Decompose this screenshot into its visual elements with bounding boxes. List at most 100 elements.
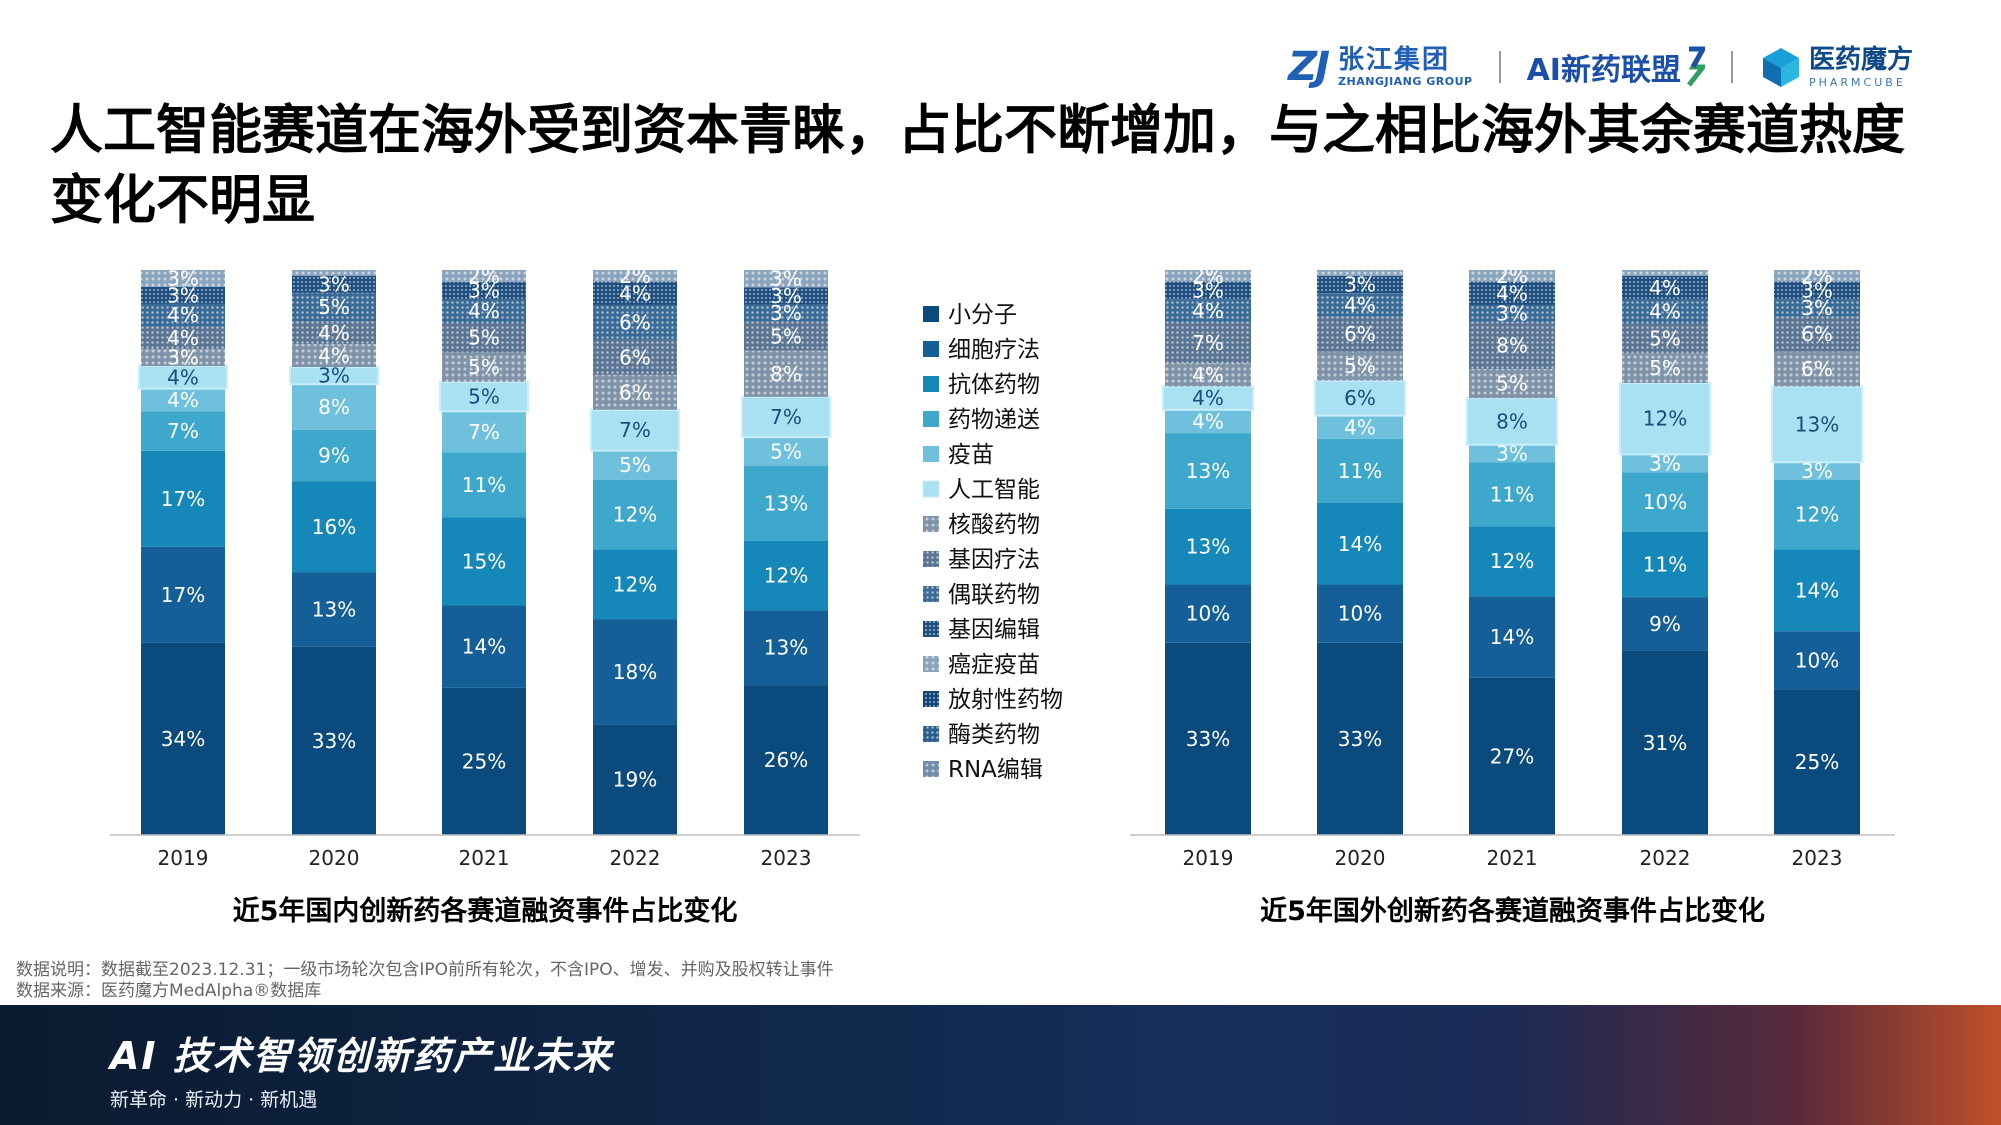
- data-label: 4%: [318, 344, 350, 368]
- bar-segment: [442, 411, 526, 453]
- data-label: 6%: [1344, 322, 1376, 346]
- banner-title: AI 技术智领创新药产业未来: [110, 1034, 613, 1078]
- bar-segment: [1469, 270, 1555, 282]
- data-label: 2%: [619, 264, 651, 288]
- legend-label: 癌症疫苗: [948, 652, 1040, 678]
- data-label: 8%: [770, 362, 802, 386]
- bar-segment: [442, 352, 526, 382]
- legend-label: 核酸药物: [948, 512, 1040, 538]
- bar-segment: [141, 411, 225, 451]
- zhangjiang-logo-mark: ZJ: [1288, 44, 1330, 90]
- legend-swatch: [923, 376, 939, 392]
- bar-segment: [292, 481, 376, 573]
- data-label: 14%: [1490, 625, 1534, 649]
- data-label: 13%: [1795, 412, 1839, 436]
- bar-segment: [1317, 270, 1403, 276]
- data-label: 12%: [1643, 407, 1687, 431]
- data-label: 5%: [770, 324, 802, 348]
- bar-segment: [1622, 323, 1708, 354]
- legend-swatch: [923, 411, 939, 427]
- data-label: 9%: [1649, 612, 1681, 636]
- data-label: 8%: [318, 395, 350, 419]
- data-label: 4%: [1344, 293, 1376, 317]
- bar-segment: [442, 270, 526, 282]
- bar-segment: [593, 270, 677, 282]
- logo-divider: [1730, 51, 1733, 83]
- legend-swatch: [922, 480, 940, 498]
- data-label: 2%: [1192, 264, 1224, 288]
- bar-segment: [1469, 526, 1555, 597]
- x-tick-label: 2023: [1792, 846, 1843, 870]
- data-label: 5%: [1496, 372, 1528, 396]
- bar-segment: [1622, 531, 1708, 598]
- data-label: 15%: [462, 549, 506, 573]
- data-label: 13%: [1186, 535, 1230, 559]
- bar-segment: [593, 549, 677, 620]
- bar-segment: [1165, 642, 1251, 835]
- data-label: 14%: [462, 635, 506, 659]
- data-label: 7%: [1192, 331, 1224, 355]
- data-label: 11%: [1643, 552, 1687, 576]
- bar-segment: [593, 450, 677, 480]
- bar-segment: [1165, 270, 1251, 282]
- bar-segment: [1165, 299, 1251, 323]
- data-label: 2%: [1496, 264, 1528, 288]
- data-label: 19%: [613, 768, 657, 792]
- data-label: 4%: [1344, 415, 1376, 439]
- data-label: 3%: [1496, 302, 1528, 326]
- logo-bar: ZJ 张江集团 ZHANGJIANG GROUP AI新药联盟 医药魔方 PHA…: [1288, 42, 1913, 92]
- legend-swatch: [923, 446, 939, 462]
- data-description-note: 数据说明：数据截至2023.12.31；一级市场轮次包含IPO前所有轮次，不含I…: [16, 960, 834, 980]
- bar-segment: [593, 374, 677, 410]
- bar-segment: [1622, 454, 1708, 473]
- data-label: 25%: [1795, 750, 1839, 774]
- data-label: 2%: [1801, 264, 1833, 288]
- data-label: 3%: [167, 266, 199, 290]
- bar-segment: [1469, 281, 1555, 305]
- x-tick-label: 2019: [1183, 846, 1234, 870]
- data-label: 27%: [1490, 744, 1534, 768]
- data-label: 5%: [619, 453, 651, 477]
- bar-segment: [1622, 353, 1708, 383]
- bar-segment: [1774, 631, 1860, 690]
- legend-label: 疫苗: [948, 442, 994, 468]
- legend-label: 酶类药物: [948, 722, 1040, 748]
- stacked-bar-charts: 34%17%17%7%4%4%3%4%4%3%3%201933%13%16%9%…: [110, 264, 1895, 927]
- data-label: 3%: [1192, 278, 1224, 302]
- bar-segment: [744, 304, 828, 322]
- legend-label: 小分子: [948, 302, 1017, 328]
- data-label: 4%: [1496, 281, 1528, 305]
- bar-segment: [141, 450, 225, 547]
- bar-segment: [1165, 363, 1251, 387]
- data-label: 5%: [468, 326, 500, 350]
- data-label: 14%: [1338, 532, 1382, 556]
- x-tick-label: 2022: [610, 846, 661, 870]
- bar-segment: [1774, 299, 1860, 317]
- bar-segment: [1469, 462, 1555, 527]
- legend-label: 药物递送: [948, 407, 1040, 433]
- legend-label: 基因疗法: [948, 547, 1040, 573]
- bar-segment: [1622, 299, 1708, 324]
- bar-segment: [744, 270, 828, 288]
- data-label: 11%: [462, 473, 506, 497]
- bar-segment: [1317, 316, 1403, 352]
- ai-alliance-logo: AI新药联盟: [1527, 45, 1705, 89]
- logo-divider: [1498, 51, 1501, 83]
- data-label: 10%: [1795, 648, 1839, 672]
- data-label: 4%: [1649, 300, 1681, 324]
- bar-segment: [1774, 462, 1860, 480]
- footer-banner: AI 技术智领创新药产业未来 新革命 · 新动力 · 新机遇: [0, 1005, 2001, 1125]
- legend-swatch: [923, 761, 939, 777]
- data-label: 12%: [613, 573, 657, 597]
- legend-label: 抗体药物: [948, 372, 1040, 398]
- data-label: 3%: [1801, 278, 1833, 302]
- x-tick-label: 2020: [309, 846, 360, 870]
- bar-segment: [1622, 650, 1708, 835]
- data-label: 3%: [770, 301, 802, 325]
- bar-segment: [1774, 351, 1860, 387]
- bar-segment: [593, 724, 677, 835]
- data-label: 13%: [764, 636, 808, 660]
- bar-segment: [1469, 304, 1555, 323]
- bar-segment: [593, 619, 677, 725]
- data-label: 3%: [468, 279, 500, 303]
